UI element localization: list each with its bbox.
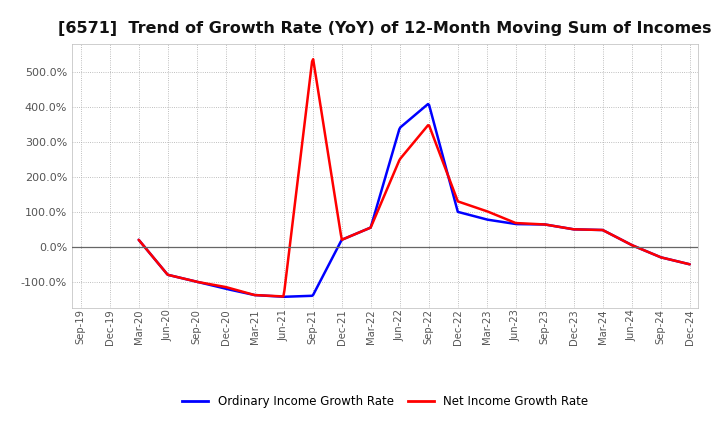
Net Income Growth Rate: [309, 57, 318, 62]
Ordinary Income Growth Rate: [423, 101, 432, 106]
Net Income Growth Rate: [675, 259, 683, 264]
Net Income Growth Rate: [464, 202, 473, 208]
Net Income Growth Rate: [135, 237, 143, 242]
Legend: Ordinary Income Growth Rate, Net Income Growth Rate: Ordinary Income Growth Rate, Net Income …: [177, 391, 593, 413]
Title: [6571]  Trend of Growth Rate (YoY) of 12-Month Moving Sum of Incomes: [6571] Trend of Growth Rate (YoY) of 12-…: [58, 21, 712, 36]
Ordinary Income Growth Rate: [588, 227, 597, 232]
Ordinary Income Growth Rate: [135, 237, 143, 242]
Ordinary Income Growth Rate: [685, 262, 694, 267]
Ordinary Income Growth Rate: [464, 212, 473, 217]
Net Income Growth Rate: [398, 153, 407, 158]
Net Income Growth Rate: [685, 262, 694, 267]
Net Income Growth Rate: [402, 149, 410, 154]
Ordinary Income Growth Rate: [400, 121, 409, 126]
Net Income Growth Rate: [435, 149, 444, 154]
Ordinary Income Growth Rate: [435, 139, 444, 145]
Net Income Growth Rate: [279, 294, 288, 299]
Line: Net Income Growth Rate: Net Income Growth Rate: [139, 59, 690, 297]
Net Income Growth Rate: [588, 227, 597, 232]
Ordinary Income Growth Rate: [279, 294, 288, 300]
Ordinary Income Growth Rate: [675, 259, 683, 264]
Line: Ordinary Income Growth Rate: Ordinary Income Growth Rate: [139, 104, 690, 297]
Ordinary Income Growth Rate: [397, 124, 406, 129]
